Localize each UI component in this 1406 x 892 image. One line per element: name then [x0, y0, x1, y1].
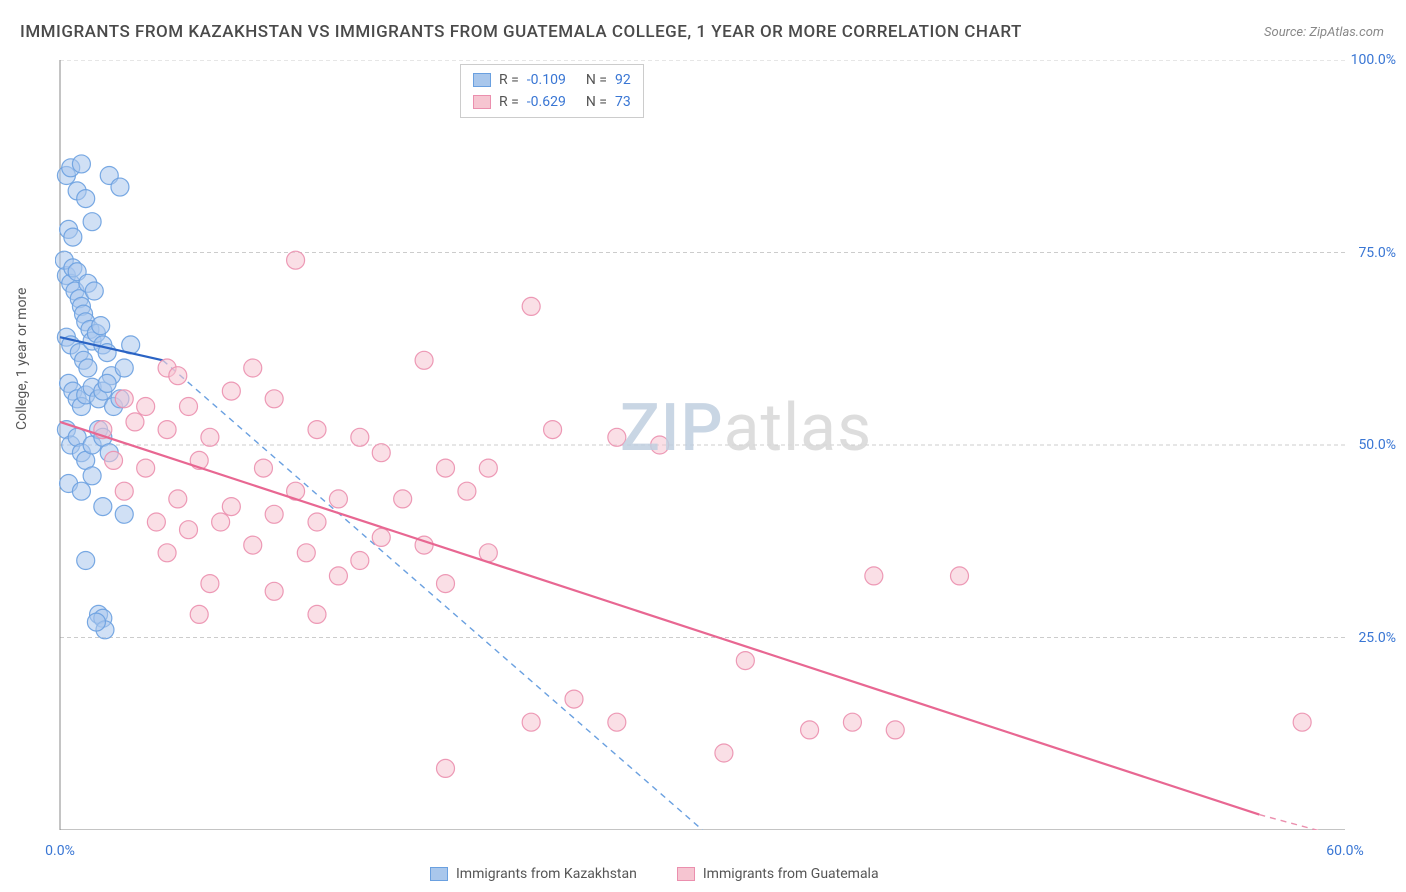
legend-correlation-row: R = -0.629 N = 73	[473, 91, 631, 113]
y-tick-label: 25.0%	[1358, 630, 1396, 646]
legend-N-label: N =	[586, 69, 607, 91]
legend-series-item: Immigrants from Guatemala	[677, 866, 879, 882]
y-tick-label: 75.0%	[1358, 245, 1396, 261]
legend-N-label: N =	[586, 91, 607, 113]
x-tick-label: 0.0%	[45, 843, 75, 859]
legend-N-value: 73	[615, 91, 631, 113]
legend-swatch	[473, 73, 491, 87]
legend-series-label: Immigrants from Guatemala	[703, 866, 879, 882]
y-tick-label: 50.0%	[1358, 437, 1396, 453]
source-attribution: Source: ZipAtlas.com	[1264, 25, 1384, 40]
legend-R-value: -0.109	[527, 69, 566, 91]
legend-correlation-row: R = -0.109 N = 92	[473, 69, 631, 91]
chart-title: IMMIGRANTS FROM KAZAKHSTAN VS IMMIGRANTS…	[20, 22, 1022, 42]
legend-correlation: R = -0.109 N = 92 R = -0.629 N = 73	[460, 64, 644, 118]
legend-R-label: R =	[499, 69, 519, 91]
legend-R-label: R =	[499, 91, 519, 113]
legend-N-value: 92	[615, 69, 631, 91]
legend-series: Immigrants from Kazakhstan Immigrants fro…	[430, 866, 879, 882]
legend-swatch	[677, 867, 695, 881]
legend-swatch	[473, 95, 491, 109]
x-tick-label: 60.0%	[1326, 843, 1364, 859]
legend-series-item: Immigrants from Kazakhstan	[430, 866, 637, 882]
chart-plot-area	[55, 60, 1345, 830]
y-tick-label: 100.0%	[1351, 52, 1396, 68]
legend-series-label: Immigrants from Kazakhstan	[456, 866, 637, 882]
legend-R-value: -0.629	[527, 91, 566, 113]
legend-swatch	[430, 867, 448, 881]
chart-svg	[55, 60, 1345, 830]
y-axis-label: College, 1 year or more	[14, 288, 30, 430]
